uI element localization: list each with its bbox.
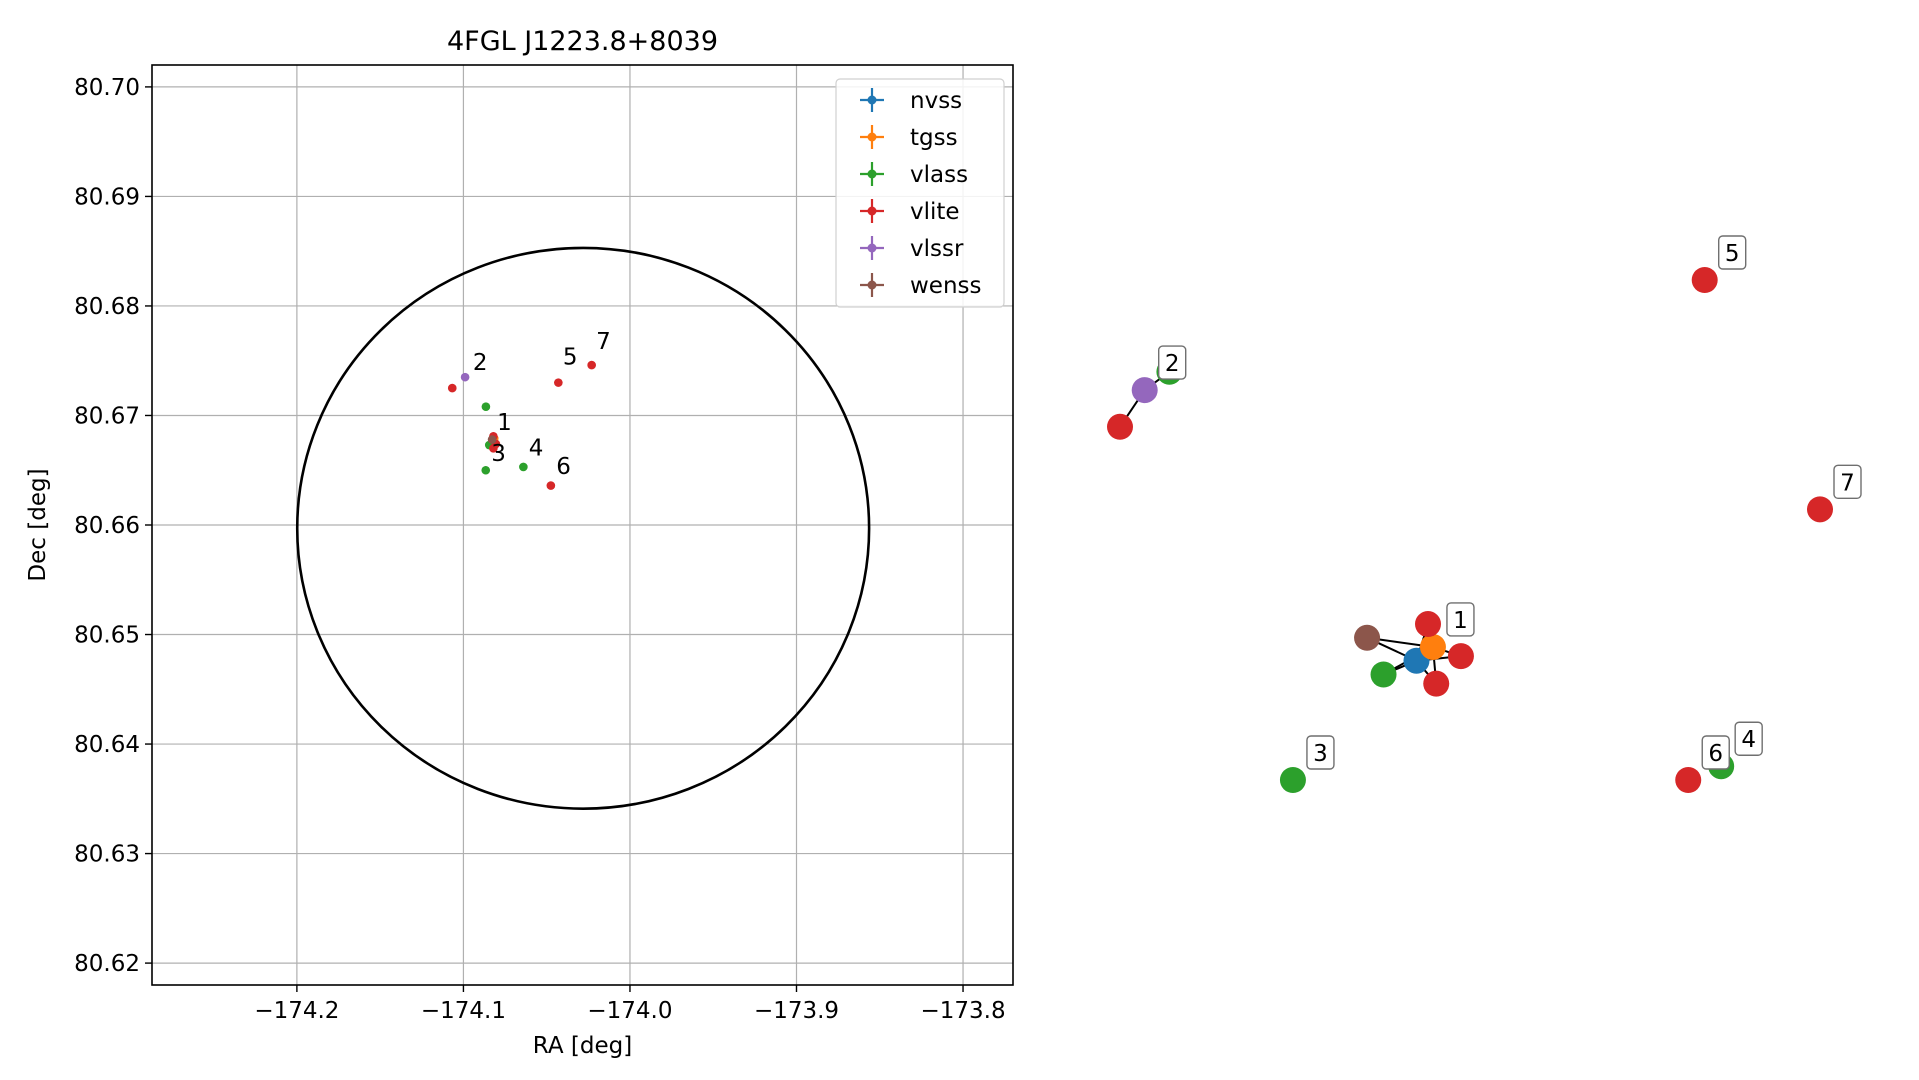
legend-label-wenss: wenss [910, 273, 982, 299]
data-points [447, 360, 596, 490]
y-tick-label: 80.70 [74, 75, 140, 101]
chart-title: 4FGL J1223.8+8039 [447, 26, 718, 57]
point-vlite [546, 481, 556, 490]
x-tick-label: −174.0 [587, 998, 672, 1024]
legend-marker-dot [867, 169, 877, 179]
network-label-box [1833, 464, 1862, 500]
network-labels: 1 2 3 4 5 6 7 [1158, 235, 1862, 770]
x-tick-label: −173.9 [754, 998, 839, 1024]
legend-marker-dot [867, 206, 877, 216]
legend-label-vlass: vlass [910, 162, 968, 188]
network-label-box [1158, 345, 1187, 380]
x-tick-label: −174.2 [254, 998, 339, 1024]
y-tick-label: 80.63 [74, 842, 140, 868]
point-vlass [519, 462, 528, 472]
network-node [1807, 496, 1833, 523]
point-vlass [481, 402, 491, 412]
legend-label-vlite: vlite [910, 199, 960, 225]
point-vlite [447, 383, 457, 393]
network-label-box [1718, 235, 1747, 270]
y-tick-label: 80.69 [74, 184, 140, 210]
x-tick-label: −174.1 [421, 998, 506, 1024]
point-label-4: 4 [529, 435, 544, 461]
legend: nvss tgss vlass vlite vlssr wenss [835, 78, 1005, 308]
scatter-panel: 1 2 3 4 5 6 7 −174.2 −174.1 −174.0 −173.9 −173.8 8… [25, 26, 1014, 1059]
network-label-box [1446, 602, 1475, 637]
point-vlssr [460, 372, 470, 382]
error-ellipse [295, 246, 871, 810]
network-label-5: 5 [1725, 241, 1740, 267]
network-label-1: 1 [1453, 608, 1468, 634]
y-tick-label: 80.68 [74, 294, 140, 320]
legend-marker-dot [867, 132, 877, 142]
point-label-7: 7 [596, 329, 611, 355]
network-node [1370, 661, 1397, 688]
point-vlite [489, 444, 498, 453]
x-axis-label: RA [deg] [533, 1033, 632, 1059]
network-node [1279, 767, 1306, 793]
y-tick-label: 80.62 [74, 951, 140, 977]
y-tick-label: 80.66 [74, 513, 140, 539]
y-axis-ticks: 80.62 80.63 80.64 80.65 80.66 80.67 80.68 80.69… [74, 75, 152, 977]
network-node [1107, 413, 1133, 440]
point-label-3: 3 [491, 441, 506, 467]
point-label-2: 2 [473, 350, 488, 376]
point-vlite [587, 360, 596, 370]
network-node [1415, 611, 1441, 638]
network-label-box [1306, 735, 1335, 770]
point-vlite [554, 378, 563, 387]
network-label-3: 3 [1313, 741, 1328, 767]
point-label-6: 6 [556, 454, 571, 480]
legend-label-tgss: tgss [910, 125, 958, 151]
y-tick-label: 80.67 [74, 403, 140, 429]
network-label-2: 2 [1165, 351, 1180, 377]
network-label-box [1734, 721, 1763, 756]
point-labels: 1 2 3 4 5 6 7 [473, 329, 611, 480]
network-node [1423, 670, 1450, 697]
network-label-box [1701, 735, 1730, 770]
network-node [1447, 643, 1474, 670]
point-vlass [481, 465, 491, 475]
x-tick-label: −173.8 [920, 998, 1005, 1024]
legend-label-nvss: nvss [910, 88, 962, 114]
point-wenss [487, 435, 497, 444]
error-circle [295, 246, 871, 810]
x-axis-ticks: −174.2 −174.1 −174.0 −173.9 −173.8 [254, 985, 1006, 1024]
network-node [1675, 767, 1702, 793]
network-panel: 1 2 3 4 5 6 7 [1107, 235, 1862, 793]
y-axis-label: Dec [deg] [25, 468, 51, 581]
point-label-5: 5 [563, 344, 578, 370]
network-label-6: 6 [1708, 741, 1723, 767]
network-label-7: 7 [1840, 470, 1855, 496]
y-tick-label: 80.64 [74, 732, 140, 758]
network-node [1691, 267, 1718, 293]
legend-label-vlssr: vlssr [910, 236, 964, 262]
network-label-4: 4 [1741, 727, 1756, 753]
legend-marker-dot [867, 280, 877, 290]
network-node [1419, 633, 1446, 660]
point-label-1: 1 [497, 410, 512, 436]
legend-marker-dot [867, 243, 877, 253]
network-node [1354, 624, 1381, 651]
y-tick-label: 80.65 [74, 623, 140, 649]
network-node [1131, 377, 1158, 404]
legend-marker-dot [867, 95, 877, 105]
